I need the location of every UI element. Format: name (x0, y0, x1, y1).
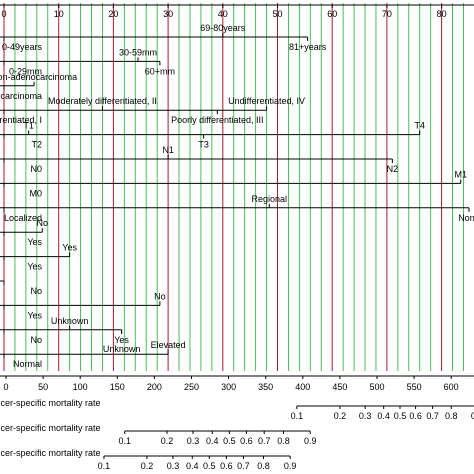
probability-tick-label: 0.5 (394, 411, 407, 421)
probability-tick-label: 0.3 (187, 436, 200, 446)
total-points-tick-label: 150 (110, 382, 125, 392)
row-label-m-stage: M1 (454, 169, 467, 179)
probability-tick-label: 0.3 (167, 461, 180, 471)
points-axis-tick-label: 70 (382, 9, 392, 19)
probability-tick-label: 0.1 (291, 411, 304, 421)
row-label-cea: Elevated (151, 340, 186, 350)
row-label-bone-metastasis: Yes (27, 310, 42, 320)
row-label-grade: Undifferentiated, IV (228, 96, 305, 106)
points-axis-tick-label: 60 (327, 9, 337, 19)
row-label-t-stage: T4 (414, 121, 425, 131)
probability-tick-label: 0.9 (304, 436, 317, 446)
points-axis-tick-label: 10 (54, 9, 64, 19)
probability-tick-label: 0.5 (203, 461, 216, 471)
row-label-radiation: Yes (27, 262, 42, 272)
probability-tick-label: 0.4 (377, 411, 390, 421)
probability-tick-label: 0.8 (277, 436, 290, 446)
total-points-tick-label: 350 (258, 382, 273, 392)
probability-tick-label: 0.2 (161, 436, 174, 446)
row-label-cea: Normal (13, 359, 42, 369)
probability-tick-label: 0.4 (206, 436, 219, 446)
probability-axis-label: 1-year cancer-specific mortality rate (0, 398, 101, 408)
probability-tick-label: 0.6 (409, 411, 422, 421)
total-points-tick-label: 100 (73, 382, 88, 392)
row-label-grade: Well differentiated, I (0, 115, 42, 125)
probability-tick-label: 0.2 (334, 411, 347, 421)
total-points-tick-label: 600 (444, 382, 459, 392)
total-points-tick-label: 400 (295, 382, 310, 392)
probability-tick-label: 0.7 (237, 461, 250, 471)
row-label-n-stage: N1 (162, 145, 174, 155)
probability-tick-label: 0.9 (471, 411, 474, 421)
total-points-tick-label: 500 (369, 382, 384, 392)
total-points-tick-label: 250 (184, 382, 199, 392)
row-label-n-stage: N0 (30, 164, 42, 174)
row-label-histology: Non-adenocarcinoma (0, 72, 77, 82)
probability-axis-label: 3-year cancer-specific mortality rate (0, 423, 101, 433)
row-label-stage: Regional (252, 194, 288, 204)
total-points-tick-label: 450 (332, 382, 347, 392)
probability-tick-label: 0.6 (240, 436, 253, 446)
probability-tick-label: 0.8 (257, 461, 270, 471)
row-label-stage: Localized (4, 213, 42, 223)
row-label-histology: Adenocarcinoma (0, 91, 42, 101)
row-label-lung-metastasis: Unknown (103, 344, 141, 354)
probability-tick-label: 0.3 (359, 411, 372, 421)
row-label-age: 81+years (289, 42, 327, 52)
row-label-grade: Poorly differentiated, III (171, 115, 263, 125)
row-label-grade: Moderately differentiated, II (48, 96, 157, 106)
total-points-tick-label: 550 (407, 382, 422, 392)
row-label-age: 0-49years (2, 42, 43, 52)
probability-tick-label: 0.9 (284, 461, 297, 471)
probability-tick-label: 0.6 (220, 461, 233, 471)
row-label-radiation: Yes (62, 243, 77, 253)
row-label-t-stage: T2 (31, 140, 42, 150)
row-label-age: 69-80years (200, 23, 246, 33)
row-label-m-stage: M0 (29, 188, 42, 198)
probability-tick-label: 0.8 (445, 411, 458, 421)
points-axis-tick-label: 40 (218, 9, 228, 19)
row-label-tumor-size: 30-59mm (119, 47, 157, 57)
row-label-surgery: Yes (27, 237, 42, 247)
row-label-lung-metastasis: Yes (114, 335, 129, 345)
probability-tick-label: 0.1 (118, 436, 131, 446)
total-points-tick-label: 200 (147, 382, 162, 392)
points-axis-tick-label: 20 (108, 9, 118, 19)
row-label-t-stage: T3 (198, 140, 209, 150)
points-axis-tick-label: 0 (1, 9, 6, 19)
points-axis-tick-label: 50 (272, 9, 282, 19)
row-label-chemotherapy: No (30, 286, 42, 296)
points-axis-tick-label: 30 (163, 9, 173, 19)
probability-tick-label: 0.4 (186, 461, 199, 471)
row-label-lung-metastasis: Unknown (51, 316, 89, 326)
probability-tick-label: 0.7 (258, 436, 271, 446)
row-label-surgery: No (37, 218, 49, 228)
points-axis-tick-label: 80 (437, 9, 447, 19)
probability-tick-label: 0.7 (426, 411, 439, 421)
row-label-bone-metastasis: No (154, 291, 166, 301)
row-label-t-stage: T1 (23, 121, 34, 131)
total-points-tick-label: 0 (3, 382, 8, 392)
total-points-tick-label: 300 (221, 382, 236, 392)
probability-tick-label: 0.2 (141, 461, 154, 471)
probability-axis-label: 5-year cancer-specific mortality rate (0, 448, 101, 458)
row-label-tumor-size: 60+mm (145, 66, 175, 76)
row-label-n-stage: N2 (387, 164, 399, 174)
probability-tick-label: 0.5 (223, 436, 236, 446)
row-label-tumor-size: 0-29mm (9, 66, 42, 76)
row-label-lung-metastasis: No (30, 335, 42, 345)
row-label-stage: None (458, 213, 474, 223)
probability-tick-label: 0.1 (98, 461, 111, 471)
total-points-tick-label: 50 (38, 382, 48, 392)
